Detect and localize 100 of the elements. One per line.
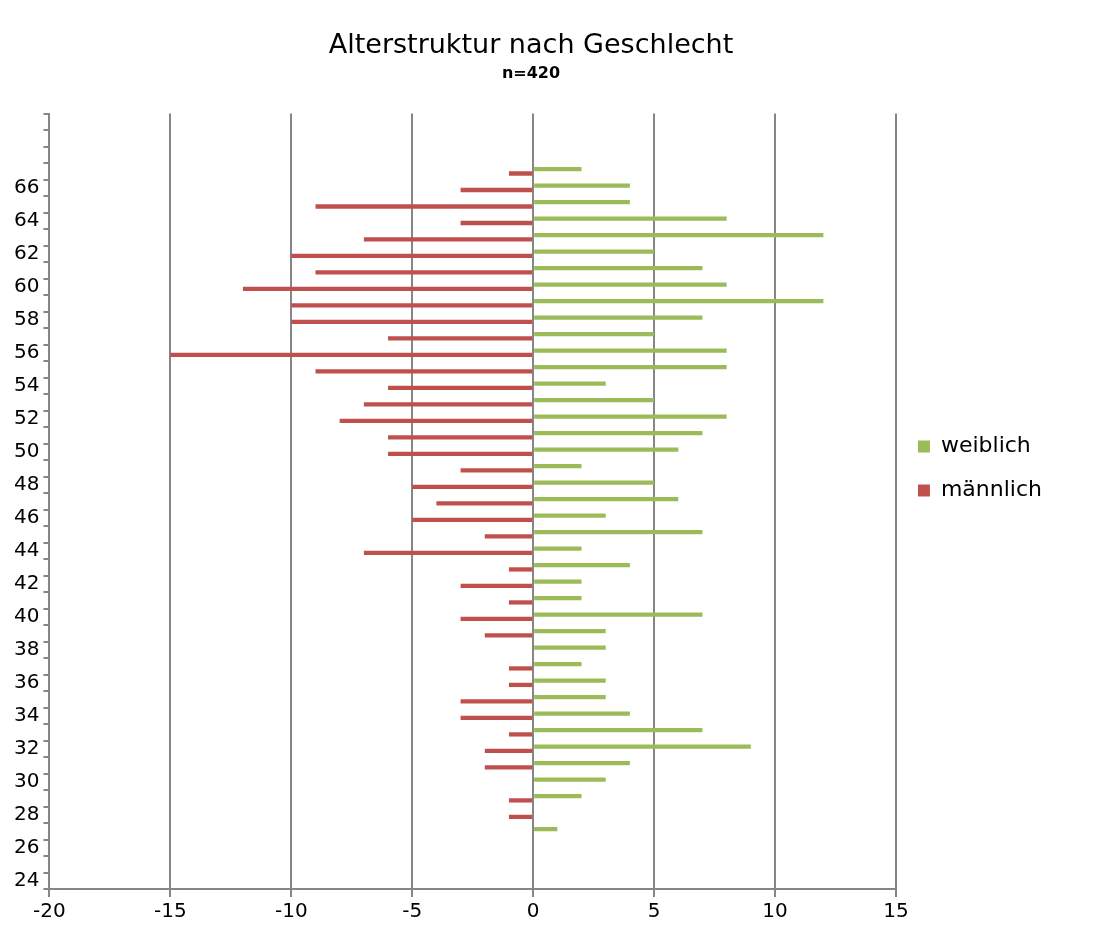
y-tick-label: 48 [14,471,40,496]
bar [508,567,533,572]
y-tick-label: 28 [14,800,40,825]
bar [460,715,533,721]
x-tick-label: -15 [154,898,187,923]
bar [534,628,606,634]
bar [291,319,533,325]
bar [363,402,533,407]
y-tick-label: 24 [14,866,40,891]
y-tick-label: 56 [14,339,40,364]
legend-label: männlich [940,476,1042,502]
y-tick-label: 58 [14,306,40,331]
bar [508,682,533,688]
bar [291,303,533,308]
bar [534,678,606,683]
bar [534,348,727,353]
bar [534,579,582,584]
bar [534,266,703,271]
bar [534,365,727,370]
bar [534,315,703,320]
bar [534,200,630,205]
y-tick-label: 26 [14,833,40,858]
bar [534,464,582,469]
y-tick-label: 30 [14,767,40,792]
x-tick-label: -5 [402,898,423,923]
chart-title: Alterstruktur nach Geschlecht [328,28,734,60]
bar [534,183,630,188]
bar [534,546,582,551]
x-tick-label: 10 [762,898,788,923]
bar [508,666,533,671]
y-tick-label: 60 [14,273,40,298]
bar [534,612,703,617]
bar [460,187,533,193]
y-tick-label: 34 [14,701,40,726]
y-tick-label: 32 [14,734,40,759]
bar [534,744,751,749]
bar [534,661,582,667]
bar [534,299,824,304]
bar [291,253,533,259]
y-tick-label: 38 [14,635,40,660]
bar [534,497,679,502]
bar [363,550,533,556]
bar [484,534,533,539]
bar [534,777,606,782]
bar [534,216,727,221]
bar [315,270,533,275]
bar [484,765,533,770]
bar [315,204,533,209]
y-tick-label: 62 [14,240,40,265]
y-tick-label: 42 [14,569,40,594]
bar [388,385,533,391]
bar [484,748,533,754]
bar [534,826,558,832]
bar [436,501,533,506]
bar [534,513,606,518]
bar [534,727,703,733]
bar [460,468,533,473]
bar [508,798,533,803]
bar [363,237,533,242]
legend-label: weiblich [940,432,1031,458]
bar [534,398,655,403]
y-tick-label: 54 [14,372,40,397]
bar [388,435,533,440]
bar [534,167,582,172]
bar [534,563,630,568]
x-tick-label: 15 [883,898,909,923]
bar [460,699,533,704]
bar [460,220,533,226]
bar [508,814,533,820]
bar [534,760,630,766]
bar [412,484,533,490]
bar [534,694,606,700]
bar [534,447,679,452]
x-tick-label: -20 [33,898,66,923]
y-tick-label: 40 [14,602,40,627]
bar [534,530,703,535]
bar [534,431,703,436]
bar [534,793,582,799]
bar [534,645,606,650]
x-tick-label: 5 [647,898,661,923]
bar [534,596,582,601]
x-tick-label: 0 [526,898,540,923]
bar [388,451,533,457]
bar [508,171,533,176]
bar [484,633,533,638]
bar [508,600,533,605]
bar [534,332,655,337]
bar [460,583,533,589]
y-tick-label: 64 [14,207,40,232]
y-tick-label: 52 [14,405,40,430]
bar [534,381,606,386]
y-tick-label: 50 [14,438,40,463]
bar [534,249,655,254]
bar [242,286,533,292]
bar [388,336,533,341]
y-tick-label: 66 [14,174,40,199]
x-tick-label: -10 [274,898,308,923]
bar [534,414,727,419]
bar [508,732,533,737]
bar [339,418,533,424]
